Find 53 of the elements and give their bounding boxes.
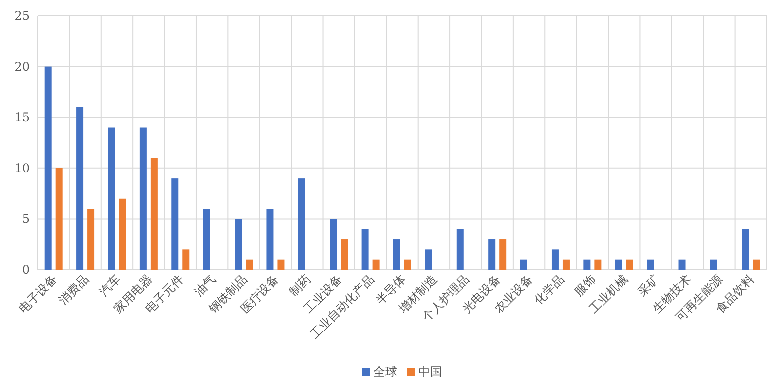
bar <box>362 229 369 270</box>
x-tick-label: 化学品 <box>532 272 568 308</box>
bar <box>594 260 602 270</box>
y-tick-label: 0 <box>22 263 30 277</box>
y-tick-label: 20 <box>14 60 30 74</box>
bar <box>562 260 570 270</box>
bar <box>341 240 348 270</box>
bar <box>404 260 412 270</box>
bar <box>552 250 559 270</box>
bar <box>584 260 591 270</box>
bar <box>298 178 306 270</box>
y-tick-label: 5 <box>22 212 30 226</box>
bar <box>425 250 432 270</box>
bar <box>647 260 654 270</box>
bar <box>678 260 686 270</box>
bar <box>500 240 507 270</box>
bar <box>742 229 750 270</box>
bar <box>330 219 338 270</box>
bar <box>140 128 147 270</box>
bar <box>372 260 380 270</box>
bar <box>266 209 274 270</box>
legend-label: 全球 <box>374 365 398 379</box>
bar <box>88 209 95 270</box>
bar <box>246 260 254 270</box>
bar <box>182 250 190 270</box>
x-tick-label: 消费品 <box>56 272 92 308</box>
y-tick-label: 25 <box>14 9 30 23</box>
bar <box>278 260 285 270</box>
y-tick-label: 10 <box>14 161 30 176</box>
x-tick-label: 汽车 <box>96 272 124 300</box>
bar <box>172 178 179 270</box>
bar <box>626 260 634 270</box>
bar <box>710 260 718 270</box>
legend-label: 中国 <box>418 365 442 379</box>
bar <box>488 240 496 270</box>
bar <box>56 168 63 270</box>
bar <box>108 128 116 270</box>
x-tick-label: 服饰 <box>572 272 599 300</box>
bar <box>456 229 464 270</box>
bar <box>203 209 210 270</box>
x-tick-label: 采矿 <box>635 272 662 300</box>
bar <box>235 219 242 270</box>
bar <box>615 260 622 270</box>
bar <box>150 158 158 270</box>
bar <box>119 198 126 270</box>
bar <box>394 240 400 270</box>
bar <box>44 66 52 270</box>
bar <box>520 260 528 270</box>
x-tick-label: 制药 <box>286 272 314 300</box>
x-tick-label: 油气 <box>192 272 218 300</box>
bar <box>76 107 84 270</box>
bar <box>753 260 760 270</box>
y-tick-label: 15 <box>14 110 30 125</box>
